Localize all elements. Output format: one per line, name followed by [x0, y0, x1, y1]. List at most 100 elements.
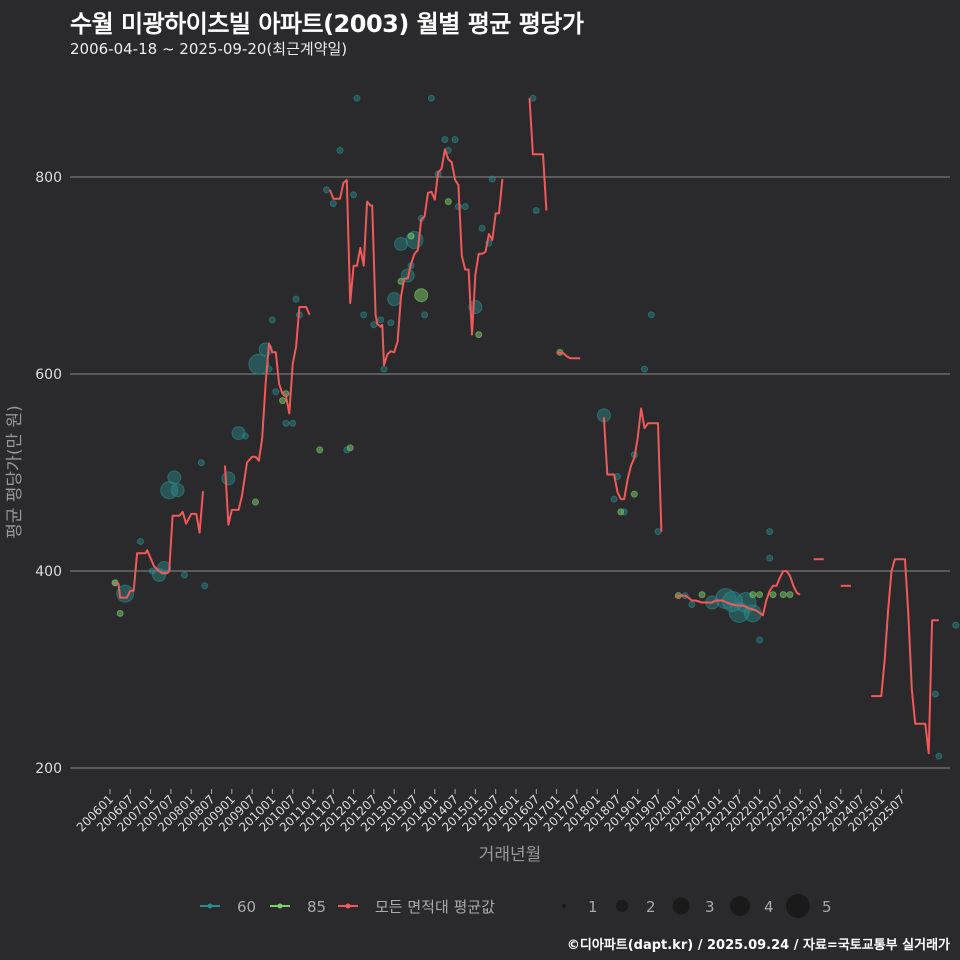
y-tick-label: 600 — [35, 367, 62, 383]
data-point-85 — [444, 198, 452, 206]
data-point-60 — [488, 175, 496, 183]
data-point-60 — [532, 206, 540, 214]
data-point-60 — [329, 200, 337, 208]
data-point-60 — [180, 571, 188, 579]
data-point-85 — [316, 446, 324, 454]
y-axis-title: 평균 평당가(만 원) — [5, 405, 25, 539]
y-tick-label: 400 — [35, 564, 62, 580]
data-point-85 — [346, 444, 354, 452]
chart-title: 수월 미광하이츠빌 아파트(2003) 월별 평균 평당가 — [70, 10, 584, 38]
data-point-85 — [475, 331, 483, 339]
data-point-85 — [251, 498, 259, 506]
data-point-85 — [756, 591, 764, 599]
data-point-60 — [952, 621, 960, 629]
data-point-60 — [323, 186, 331, 194]
data-point-60 — [478, 224, 486, 232]
data-point-60 — [641, 365, 649, 373]
legend-dot-icon — [277, 903, 283, 909]
data-point-60 — [647, 311, 655, 319]
data-point-85 — [414, 288, 429, 303]
data-point-85 — [749, 591, 757, 599]
data-point-60 — [377, 316, 385, 324]
scatter-points — [111, 94, 960, 760]
avg-line-segment — [556, 351, 581, 360]
data-point-60 — [931, 690, 939, 698]
legend-size-label: 2 — [646, 898, 656, 916]
data-point-60 — [136, 537, 144, 545]
data-point-60 — [248, 353, 270, 375]
data-point-60 — [170, 483, 185, 498]
data-point-85 — [407, 232, 415, 240]
legend-size-label: 4 — [764, 898, 774, 916]
avg-line-segment — [528, 98, 548, 211]
x-axis-title: 거래년월 — [479, 845, 542, 865]
legend-label: 60 — [237, 898, 256, 916]
avg-line-segment — [674, 570, 801, 617]
legend-dot-icon — [345, 903, 351, 909]
data-point-60 — [766, 528, 774, 536]
avg-line-segment — [113, 491, 204, 599]
legend-size-label: 1 — [588, 898, 598, 916]
data-point-60 — [610, 495, 618, 503]
data-point-85 — [698, 591, 706, 599]
data-point-60 — [427, 94, 435, 102]
data-point-60 — [268, 316, 276, 324]
data-point-60 — [468, 300, 483, 315]
data-point-60 — [350, 191, 358, 199]
average-price-line — [113, 98, 939, 755]
data-point-85 — [116, 609, 124, 617]
data-point-60 — [935, 752, 943, 760]
data-point-85 — [779, 591, 787, 599]
data-point-60 — [766, 554, 774, 562]
grid-lines — [70, 176, 950, 769]
data-point-85 — [630, 490, 638, 498]
legend-size-circle — [562, 904, 566, 908]
y-tick-label: 800 — [35, 170, 62, 186]
data-point-60 — [336, 146, 344, 154]
data-point-60 — [393, 236, 408, 251]
data-point-60 — [152, 567, 167, 582]
data-point-85 — [769, 591, 777, 599]
legend-size-circle — [616, 900, 628, 912]
source-credit: ©디아파트(dapt.kr) / 2025.09.24 / 자료=국토교통부 실… — [566, 938, 950, 953]
data-point-60 — [370, 321, 378, 329]
data-point-60 — [756, 636, 764, 644]
data-point-60 — [461, 203, 469, 211]
data-point-60 — [529, 94, 537, 102]
data-point-60 — [387, 292, 402, 307]
data-point-60 — [380, 365, 388, 373]
data-point-85 — [279, 397, 287, 405]
y-axis-ticks: 200 400 600 800 — [35, 170, 62, 777]
legend-dot-icon — [207, 903, 213, 909]
avg-line-segment — [224, 306, 311, 526]
data-point-60 — [197, 459, 205, 467]
x-axis-ticks: 2006012006072007012007072008012008072009… — [74, 789, 908, 835]
avg-line-segment — [602, 407, 663, 532]
avg-line-segment — [328, 148, 504, 367]
data-point-60 — [272, 388, 280, 396]
data-point-60 — [167, 470, 182, 485]
data-point-60 — [292, 295, 300, 303]
data-point-60 — [421, 311, 429, 319]
avg-line-segment — [871, 558, 939, 755]
chart-subtitle: 2006-04-18 ~ 2025-09-20(최근계약일) — [70, 40, 348, 58]
legend-label: 모든 면적대 평균값 — [375, 898, 495, 916]
data-point-60 — [289, 419, 297, 427]
legend-size-circle — [730, 896, 750, 916]
legend: 60 85 모든 면적대 평균값 1 2 3 4 5 — [200, 894, 832, 918]
data-point-60 — [282, 419, 290, 427]
data-point-85 — [617, 508, 625, 516]
data-point-60 — [654, 528, 662, 536]
data-point-60 — [688, 600, 696, 608]
data-point-60 — [451, 136, 459, 144]
legend-label: 85 — [307, 898, 326, 916]
legend-size-label: 3 — [705, 898, 715, 916]
legend-size-label: 5 — [822, 898, 832, 916]
data-point-60 — [441, 136, 449, 144]
data-point-60 — [241, 432, 249, 440]
data-point-60 — [353, 94, 361, 102]
data-point-85 — [786, 591, 794, 599]
data-point-60 — [201, 582, 209, 590]
y-tick-label: 200 — [35, 761, 62, 777]
